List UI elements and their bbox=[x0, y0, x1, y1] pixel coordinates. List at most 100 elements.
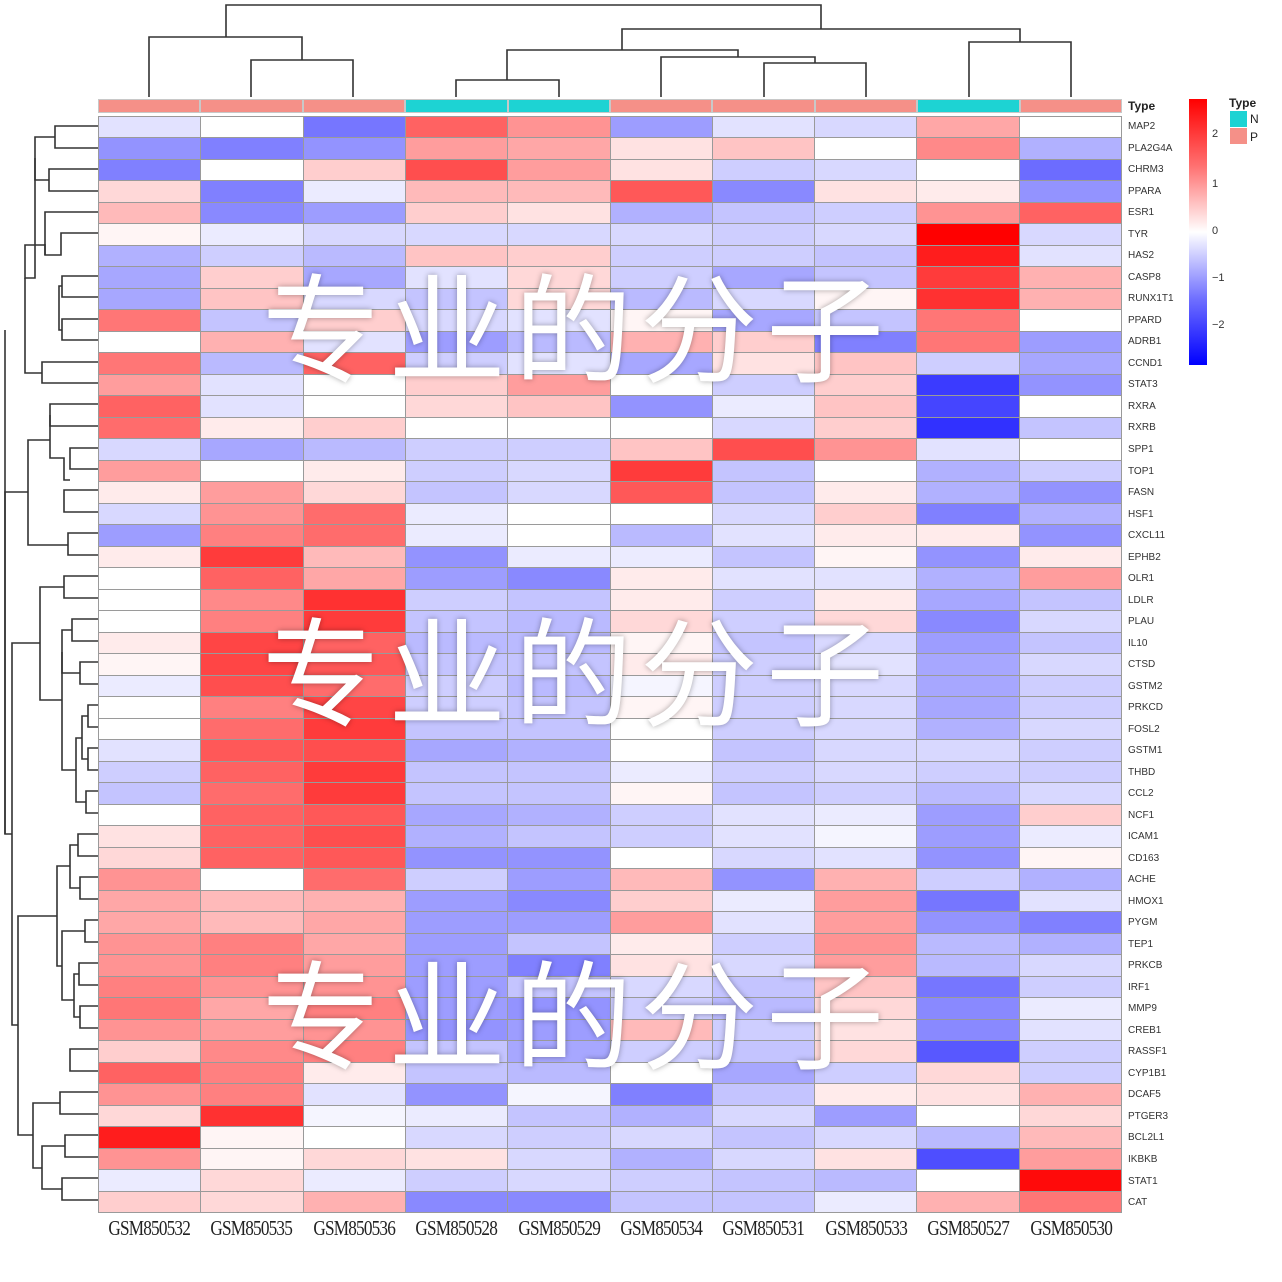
heatmap-cell bbox=[815, 1041, 917, 1062]
heatmap-cell bbox=[303, 1148, 405, 1170]
heatmap-cell bbox=[201, 1019, 303, 1041]
gene-label: STAT3 bbox=[1128, 379, 1158, 391]
heatmap-cell bbox=[405, 374, 508, 396]
heatmap-cell bbox=[712, 718, 815, 740]
gene-label: CD163 bbox=[1128, 852, 1160, 864]
heatmap-cell bbox=[917, 998, 1019, 1019]
heatmap-cell bbox=[712, 331, 815, 353]
gene-label: IKBKB bbox=[1128, 1154, 1158, 1165]
gene-label: RXRA bbox=[1128, 400, 1156, 412]
heatmap-cell bbox=[610, 1062, 712, 1084]
heatmap-cell bbox=[99, 869, 201, 890]
heatmap-cell bbox=[917, 1127, 1019, 1148]
heatmap-cell bbox=[303, 589, 405, 611]
heatmap-cell bbox=[1019, 632, 1121, 654]
annotation-label: Type bbox=[1128, 99, 1156, 113]
heatmap-cell bbox=[201, 976, 303, 998]
heatmap-cell bbox=[201, 1062, 303, 1084]
heatmap-cell bbox=[815, 374, 917, 396]
heatmap-cell bbox=[712, 912, 815, 933]
heatmap-cell bbox=[815, 159, 917, 181]
heatmap-cell bbox=[1019, 1191, 1121, 1212]
heatmap-cell bbox=[712, 1148, 815, 1170]
heatmap-cell bbox=[405, 654, 508, 675]
heatmap-cell bbox=[405, 138, 508, 159]
heatmap-cell bbox=[1019, 675, 1121, 697]
heatmap-cell bbox=[303, 740, 405, 761]
heatmap-cell bbox=[1019, 761, 1121, 783]
heatmap-cell bbox=[508, 1191, 610, 1212]
heatmap-cell bbox=[508, 117, 610, 138]
heatmap-cell bbox=[201, 525, 303, 546]
heatmap-cell bbox=[508, 202, 610, 224]
heatmap-cell bbox=[917, 181, 1019, 202]
heatmap-cell bbox=[1019, 482, 1121, 503]
heatmap-cell bbox=[1019, 417, 1121, 439]
type-annotation-cell bbox=[712, 99, 815, 113]
heatmap-cell bbox=[610, 288, 712, 310]
heatmap-cell bbox=[610, 675, 712, 697]
heatmap-cell bbox=[303, 482, 405, 503]
heatmap-cell bbox=[201, 1191, 303, 1212]
heatmap-cell bbox=[201, 1148, 303, 1170]
heatmap-cell bbox=[405, 998, 508, 1019]
heatmap-cell bbox=[303, 933, 405, 955]
heatmap-cell bbox=[610, 1041, 712, 1062]
heatmap-cell bbox=[405, 460, 508, 482]
heatmap-cell bbox=[99, 117, 201, 138]
heatmap-cell bbox=[303, 912, 405, 933]
heatmap-cell bbox=[712, 740, 815, 761]
heatmap-cell bbox=[712, 933, 815, 955]
heatmap-cell bbox=[303, 138, 405, 159]
gene-label: FASN bbox=[1128, 487, 1155, 499]
heatmap-cell bbox=[303, 1084, 405, 1105]
heatmap-cell bbox=[815, 761, 917, 783]
gene-label: TYR bbox=[1128, 228, 1148, 240]
heatmap-cell bbox=[303, 310, 405, 331]
gene-label: CYP1B1 bbox=[1128, 1067, 1167, 1079]
heatmap-cell bbox=[405, 482, 508, 503]
heatmap-cell bbox=[712, 998, 815, 1019]
heatmap-cell bbox=[405, 117, 508, 138]
sample-label: GSM850533 bbox=[825, 1216, 907, 1240]
heatmap-cell bbox=[815, 847, 917, 869]
heatmap-cell bbox=[99, 1084, 201, 1105]
heatmap-cell bbox=[201, 589, 303, 611]
heatmap-cell bbox=[508, 783, 610, 804]
heatmap-cell bbox=[815, 912, 917, 933]
heatmap-cell bbox=[508, 589, 610, 611]
heatmap-cell bbox=[815, 1084, 917, 1105]
heatmap-cell bbox=[712, 503, 815, 525]
heatmap-cell bbox=[508, 353, 610, 374]
heatmap-cell bbox=[1019, 697, 1121, 718]
heatmap-cell bbox=[201, 1170, 303, 1191]
heatmap-cell bbox=[712, 374, 815, 396]
heatmap-cell bbox=[917, 589, 1019, 611]
heatmap-cell bbox=[610, 611, 712, 632]
heatmap-cell bbox=[712, 396, 815, 417]
heatmap-cell bbox=[201, 396, 303, 417]
heatmap-cell bbox=[1019, 159, 1121, 181]
heatmap-cell bbox=[712, 1084, 815, 1105]
heatmap-cell bbox=[405, 718, 508, 740]
heatmap-cell bbox=[508, 482, 610, 503]
heatmap-cell bbox=[99, 955, 201, 976]
heatmap-cell bbox=[917, 955, 1019, 976]
heatmap-cell bbox=[201, 181, 303, 202]
heatmap-cell bbox=[508, 611, 610, 632]
heatmap-cell bbox=[610, 1191, 712, 1212]
heatmap-cell bbox=[405, 159, 508, 181]
heatmap-cell bbox=[815, 869, 917, 890]
heatmap-cell bbox=[917, 310, 1019, 331]
gene-label: PLA2G4A bbox=[1128, 142, 1173, 154]
heatmap-cell bbox=[610, 1148, 712, 1170]
heatmap-cell bbox=[303, 396, 405, 417]
heatmap-cell bbox=[508, 933, 610, 955]
heatmap-cell bbox=[508, 675, 610, 697]
heatmap-cell bbox=[917, 396, 1019, 417]
heatmap-cell bbox=[201, 224, 303, 245]
heatmap-cell bbox=[201, 998, 303, 1019]
heatmap-cell bbox=[99, 288, 201, 310]
heatmap-cell bbox=[1019, 1019, 1121, 1041]
heatmap-cell bbox=[405, 267, 508, 288]
